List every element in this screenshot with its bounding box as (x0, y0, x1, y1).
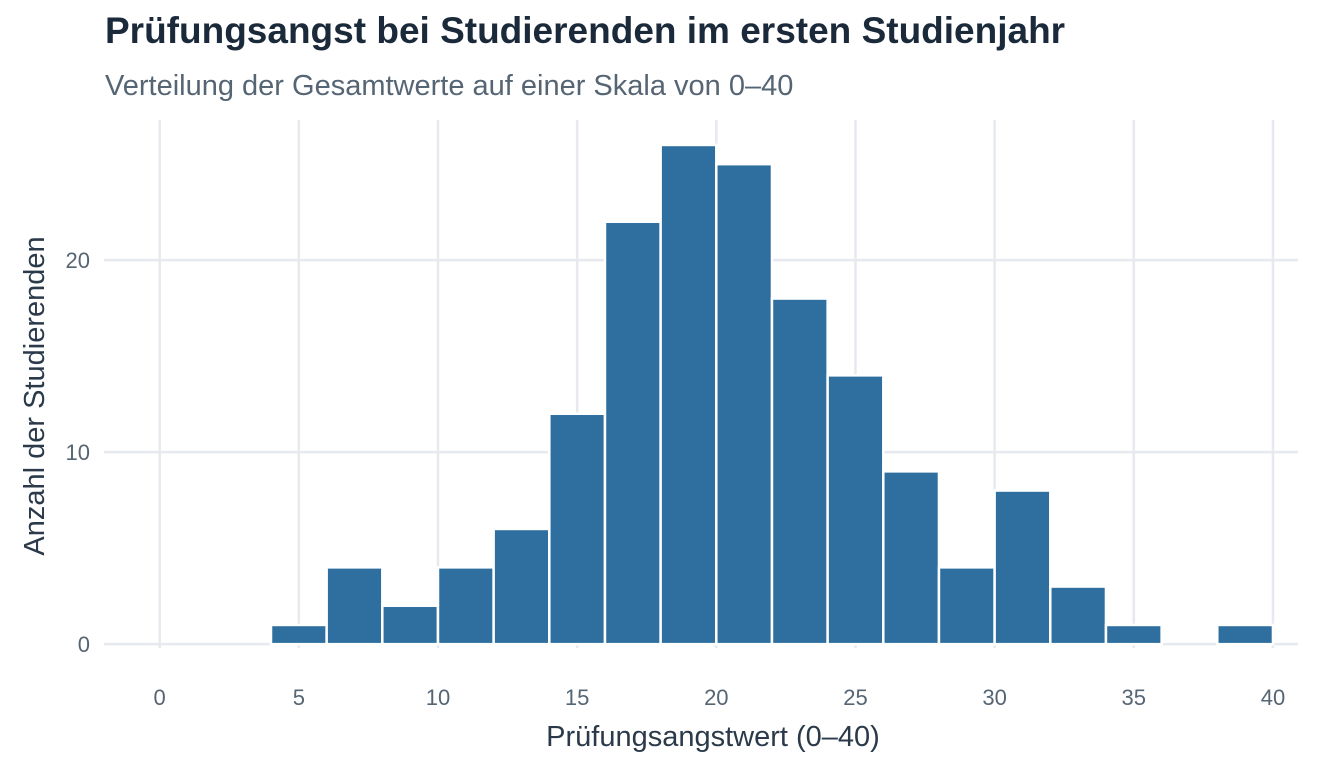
histogram-bar-18-20 (659, 143, 718, 646)
histogram-bar-10-12 (436, 566, 495, 646)
y-axis-title: Anzahl der Studierenden (19, 236, 51, 555)
x-tick-label-10: 10 (426, 685, 450, 710)
histogram-bar-26-28 (882, 470, 941, 646)
chart-title: Prüfungsangst bei Studierenden im ersten… (105, 10, 1066, 51)
x-tick-label-0: 0 (154, 685, 166, 710)
x-axis-ticks: 0 5 10 15 20 25 30 35 40 (154, 685, 1286, 710)
histogram-bars (269, 143, 1275, 646)
x-tick-label-5: 5 (293, 685, 305, 710)
x-tick-label-20: 20 (704, 685, 728, 710)
x-tick-label-40: 40 (1261, 685, 1285, 710)
x-tick-label-25: 25 (843, 685, 867, 710)
x-tick-label-30: 30 (982, 685, 1006, 710)
histogram-bar-34-36 (1104, 623, 1163, 646)
histogram-bar-24-26 (826, 374, 885, 646)
histogram-bar-20-22 (715, 162, 774, 646)
x-axis-title: Prüfungsangstwert (0–40) (546, 721, 880, 753)
y-axis-ticks: 0 10 20 (66, 248, 90, 657)
chart-subtitle: Verteilung der Gesamtwerte auf einer Ska… (105, 70, 794, 102)
x-tick-label-35: 35 (1122, 685, 1146, 710)
y-tick-label-20: 20 (66, 248, 90, 273)
histogram-bar-30-32 (993, 489, 1052, 646)
histogram-bar-38-40 (1216, 623, 1275, 646)
histogram-bar-8-10 (381, 604, 440, 646)
histogram-bar-14-16 (548, 412, 607, 646)
histogram-bar-28-30 (937, 566, 996, 646)
histogram-bar-22-24 (770, 297, 829, 646)
histogram-bar-16-18 (603, 220, 662, 646)
y-tick-label-10: 10 (66, 440, 90, 465)
histogram-bar-32-34 (1049, 585, 1108, 646)
histogram-bar-4-6 (269, 623, 328, 646)
x-tick-label-15: 15 (565, 685, 589, 710)
histogram-bar-12-14 (492, 527, 551, 646)
histogram-bar-6-8 (325, 566, 384, 646)
y-tick-label-0: 0 (78, 632, 90, 657)
